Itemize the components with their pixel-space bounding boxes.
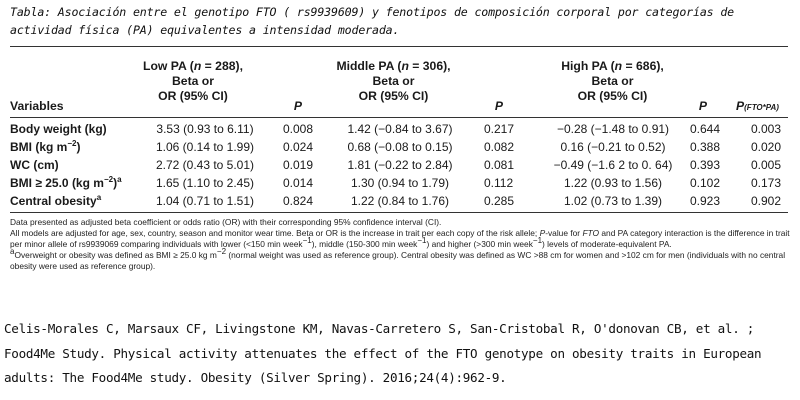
cell-middle: 1.81 (−0.22 to 2.84) [347,158,453,172]
header-low-p: P [293,99,303,113]
cell-p-interaction: 0.020 [751,140,782,154]
citation: Celis-Morales C, Marsaux CF, Livingstone… [4,321,762,385]
header-high-p: P [698,99,708,113]
table-caption: Tabla: Asociación entre el genotipo FTO … [10,5,734,37]
footnote-3: aOverweight or obesity was defined as BM… [10,247,786,271]
cell-middle: 1.30 (0.94 to 1.79) [350,176,450,190]
cell-middle-p: 0.081 [484,158,515,172]
cell-low: 1.04 (0.71 to 1.51) [155,194,255,208]
table-footnotes: Data presented as adjusted beta coeffici… [10,217,790,272]
header-low-pa: Low PA (n = 288), Beta or OR (95% CI) [143,59,243,103]
row-label: BMI (kg m−2) [10,139,81,155]
cell-high: −0.28 (−1.48 to 0.91) [556,122,670,136]
cell-high-p: 0.102 [690,176,721,190]
table-row: BMI ≥ 25.0 (kg m−2)a 1.65 (1.10 to 2.45)… [10,175,790,192]
header-variables: Variables [10,99,64,113]
cell-p-interaction: 0.005 [751,158,782,172]
cell-low: 1.06 (0.14 to 1.99) [155,140,255,154]
cell-p-interaction: 0.173 [751,176,782,190]
cell-middle: 1.22 (0.84 to 1.76) [350,194,450,208]
row-label: Body weight (kg) [10,122,107,136]
cell-p-interaction: 0.003 [751,122,782,136]
footnote-2: All models are adjusted for age, sex, co… [10,228,790,249]
row-label: BMI ≥ 25.0 (kg m−2)a [10,175,122,191]
cell-low-p: 0.014 [283,176,314,190]
cell-low-p: 0.824 [283,194,314,208]
cell-high: −0.49 (−1.6 2 to 0. 64) [553,158,673,172]
header-p-interaction: P(FTO*PA) [736,99,779,113]
table-row: BMI (kg m−2) 1.06 (0.14 to 1.99) 0.024 0… [10,139,790,156]
table-row: Central obesitya 1.04 (0.71 to 1.51) 0.8… [10,193,790,210]
header-high-pa: High PA (n = 686), Beta or OR (95% CI) [561,59,664,103]
cell-high: 0.16 (−0.21 to 0.52) [560,140,666,154]
cell-high-p: 0.644 [690,122,721,136]
cell-low: 1.65 (1.10 to 2.45) [155,176,255,190]
cell-low-p: 0.019 [283,158,314,172]
cell-p-interaction: 0.902 [751,194,782,208]
cell-middle: 0.68 (−0.08 to 0.15) [347,140,453,154]
cell-low: 3.53 (0.93 to 6.11) [156,122,254,136]
cell-high-p: 0.923 [690,194,721,208]
cell-high-p: 0.393 [690,158,721,172]
cell-high-p: 0.388 [690,140,721,154]
cell-middle-p: 0.285 [484,194,515,208]
cell-low: 2.72 (0.43 to 5.01) [155,158,255,172]
cell-middle-p: 0.082 [484,140,515,154]
cell-middle-p: 0.217 [484,122,515,136]
table-header-rule [10,117,788,118]
table-row: Body weight (kg) 3.53 (0.93 to 6.11) 0.0… [10,121,790,138]
cell-low-p: 0.024 [283,140,314,154]
row-label: Central obesitya [10,193,102,209]
header-middle-p: P [494,99,504,113]
table-bottom-rule [10,212,788,213]
cell-high: 1.02 (0.73 to 1.39) [563,194,663,208]
row-label: WC (cm) [10,158,59,172]
table-top-rule [10,46,788,47]
cell-middle-p: 0.112 [484,176,514,190]
cell-low-p: 0.008 [283,122,314,136]
cell-high: 1.22 (0.93 to 1.56) [563,176,663,190]
table-row: WC (cm) 2.72 (0.43 to 5.01) 0.019 1.81 (… [10,157,790,174]
footnote-1: Data presented as adjusted beta coeffici… [10,217,442,227]
cell-middle: 1.42 (−0.84 to 3.67) [347,122,453,136]
header-middle-pa: Middle PA (n = 306), Beta or OR (95% CI) [336,59,451,103]
